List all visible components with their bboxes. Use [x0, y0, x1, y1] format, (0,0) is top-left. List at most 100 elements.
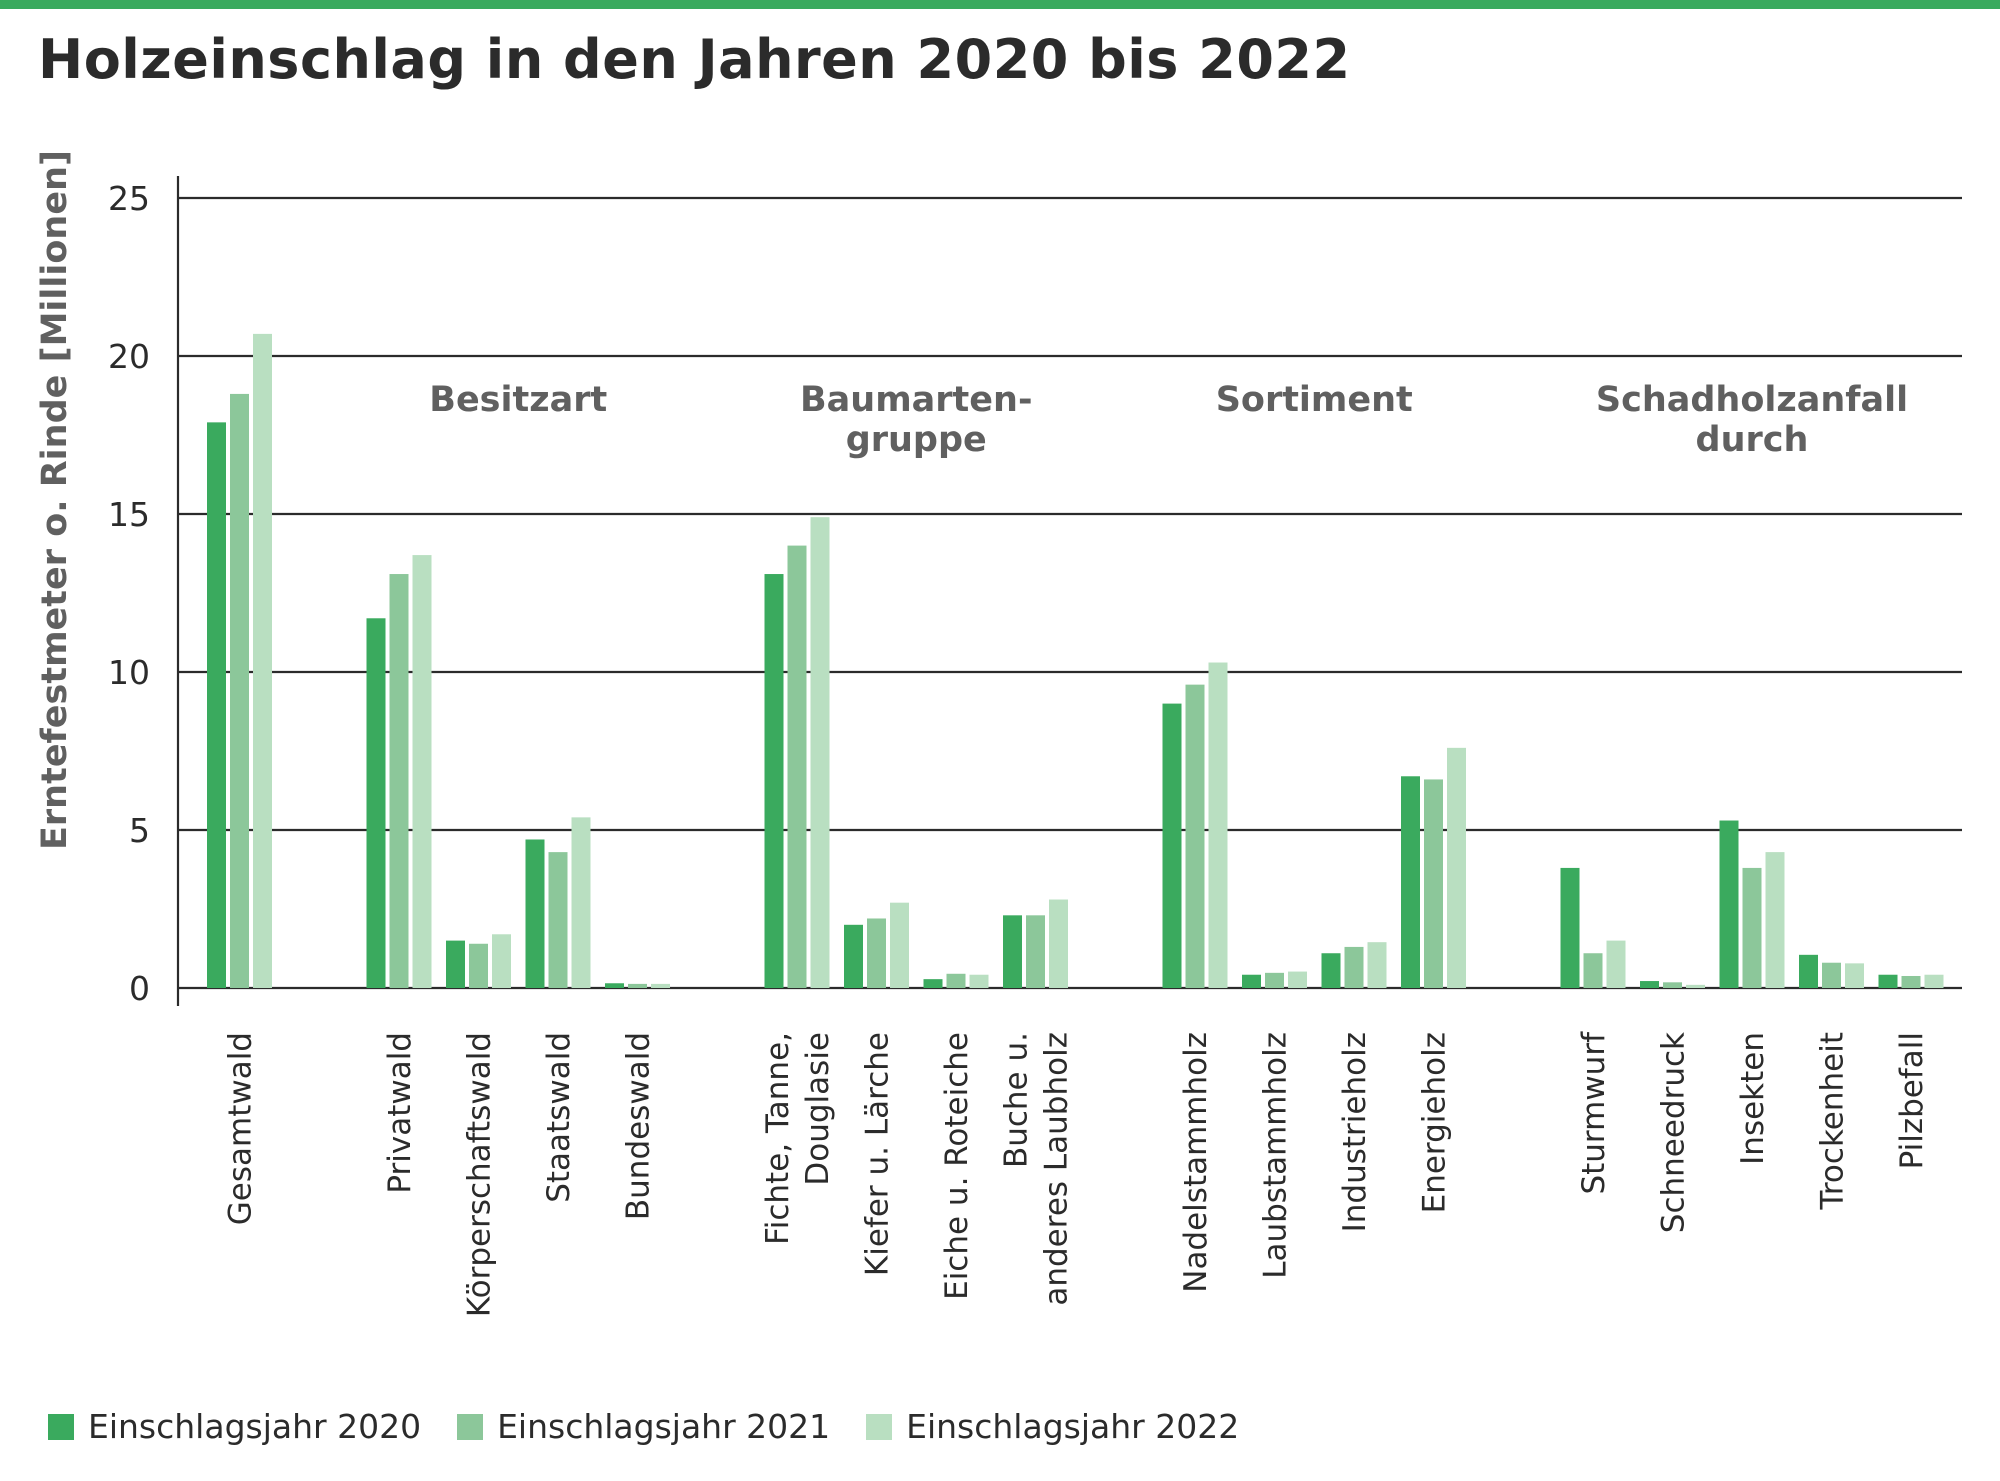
- bar-4-4-2: [1924, 974, 1944, 988]
- bar-2-0-2: [810, 517, 830, 988]
- bar-3-2-2: [1367, 942, 1387, 988]
- bar-1-0-2: [412, 555, 432, 988]
- group-label-1-0: Besitzart: [429, 380, 607, 420]
- bar-1-2-0: [525, 839, 545, 988]
- bar-0-0-2: [253, 333, 272, 988]
- bar-2-1-1: [867, 918, 886, 988]
- y-axis-title: Erntefestmeter o. Rinde [Millionen]: [35, 150, 75, 850]
- bar-4-3-1: [1822, 962, 1841, 988]
- x-tick-label-4-3-0: Trockenheit: [1815, 1032, 1851, 1211]
- bar-3-0-1: [1185, 684, 1205, 988]
- bar-3-2-1: [1344, 946, 1364, 988]
- bar-1-1-2: [492, 934, 511, 988]
- bar-1-2-2: [571, 817, 591, 988]
- bar-4-3-0: [1799, 954, 1818, 988]
- bar-1-3-0: [605, 983, 624, 988]
- bar-2-2-0: [923, 979, 943, 988]
- bar-2-1-0: [844, 924, 863, 988]
- x-tick-label-2-0-1: Douglasie: [800, 1032, 836, 1186]
- bar-3-3-1: [1424, 779, 1443, 988]
- bar-chart: 0 5 10 15 20 25 Erntefestmeter o. Rinde [Milli…: [35, 150, 1962, 1317]
- bar-3-1-1: [1265, 972, 1284, 988]
- bar-1-3-2: [651, 983, 670, 988]
- bar-1-3-1: [628, 983, 647, 988]
- x-tick-label-2-3-0: Buche u.: [999, 1032, 1035, 1168]
- bar-2-3-2: [1049, 899, 1068, 988]
- y-tick-label-0: 0: [129, 969, 150, 1008]
- x-tick-label-3-1-0: Laubstammholz: [1258, 1032, 1294, 1279]
- bar-4-0-0: [1560, 867, 1580, 988]
- bar-1-0-1: [389, 574, 409, 988]
- bar-1-2-1: [548, 852, 568, 988]
- bar-4-3-2: [1845, 963, 1864, 988]
- x-tick-label-1-2-0: Staatswald: [541, 1032, 577, 1203]
- group-label-2-0: Baumarten-: [800, 380, 1032, 420]
- bar-4-2-1: [1742, 867, 1762, 988]
- x-tick-label-0-0-0: Gesamtwald: [223, 1032, 259, 1225]
- x-tick-label-4-2-0: Insekten: [1735, 1032, 1771, 1165]
- group-label-4-1: durch: [1696, 420, 1809, 460]
- bar-4-1-2: [1686, 984, 1705, 988]
- y-tick-label-20: 20: [108, 337, 150, 376]
- x-tick-label-3-2-0: Industrieholz: [1337, 1032, 1373, 1232]
- legend: Einschlagsjahr 2020 Einschlagsjahr 2021 …: [48, 1407, 1275, 1446]
- bar-2-2-2: [969, 974, 989, 988]
- bar-3-3-2: [1447, 747, 1466, 988]
- legend-label-2022: Einschlagsjahr 2022: [906, 1407, 1240, 1446]
- bar-4-2-0: [1719, 820, 1739, 988]
- chart-title: Holzeinschlag in den Jahren 2020 bis 202…: [38, 28, 1351, 91]
- bar-1-1-1: [469, 943, 488, 988]
- legend-swatch-2020: [48, 1413, 74, 1440]
- x-tick-label-3-0-0: Nadelstammholz: [1178, 1032, 1214, 1293]
- x-tick-label-2-3-1: anderes Laubholz: [1039, 1032, 1075, 1306]
- y-tick-label-25: 25: [108, 179, 150, 218]
- bar-4-1-0: [1640, 981, 1659, 988]
- bar-4-0-1: [1583, 953, 1603, 988]
- y-tick-label-15: 15: [108, 495, 150, 534]
- bar-3-3-0: [1401, 776, 1420, 988]
- legend-swatch-2021: [457, 1413, 484, 1440]
- bar-2-3-0: [1003, 915, 1022, 988]
- bar-3-1-2: [1288, 971, 1307, 988]
- x-tick-label-4-0-0: Sturmwurf: [1576, 1031, 1612, 1195]
- bar-4-2-2: [1765, 852, 1785, 988]
- bar-2-0-0: [764, 574, 784, 988]
- x-tick-label-2-2-0: Eiche u. Roteiche: [939, 1032, 975, 1300]
- group-label-2-1: gruppe: [846, 420, 987, 460]
- x-tick-label-1-3-0: Bundeswald: [621, 1032, 657, 1220]
- group-label-3-0: Sortiment: [1216, 380, 1413, 420]
- legend-item-2022: Einschlagsjahr 2022: [866, 1407, 1239, 1446]
- legend-swatch-2022: [866, 1413, 893, 1440]
- bar-4-0-2: [1606, 940, 1626, 988]
- x-tick-label-3-3-0: Energieholz: [1417, 1032, 1453, 1213]
- x-tick-label-2-1-0: Kiefer u. Lärche: [860, 1032, 896, 1276]
- bar-2-2-1: [946, 973, 966, 988]
- bar-3-0-0: [1162, 703, 1182, 988]
- legend-label-2021: Einschlagsjahr 2021: [497, 1407, 831, 1446]
- top-accent-bar: [0, 0, 2000, 9]
- x-tick-label-4-1-0: Schneedruck: [1656, 1032, 1692, 1233]
- group-label-4-0: Schadholzanfall: [1596, 380, 1908, 420]
- bar-3-2-0: [1321, 953, 1341, 988]
- x-tick-label-4-4-0: Pilzbefall: [1894, 1032, 1930, 1169]
- legend-item-2020: Einschlagsjahr 2020: [48, 1407, 421, 1446]
- bar-0-0-1: [230, 393, 249, 988]
- bar-1-1-0: [446, 940, 465, 988]
- bar-2-0-1: [787, 545, 807, 988]
- bar-0-0-0: [207, 422, 226, 988]
- x-tick-label-1-1-0: Körperschaftswald: [462, 1032, 498, 1317]
- bar-4-4-1: [1901, 975, 1921, 988]
- legend-item-2021: Einschlagsjahr 2021: [457, 1407, 830, 1446]
- bar-3-1-0: [1242, 974, 1261, 988]
- bar-2-3-1: [1026, 915, 1045, 988]
- y-tick-label-5: 5: [129, 811, 150, 850]
- x-tick-label-1-0-0: Privatwald: [382, 1032, 418, 1194]
- bar-3-0-2: [1208, 662, 1228, 988]
- legend-label-2020: Einschlagsjahr 2020: [88, 1407, 422, 1446]
- bar-2-1-2: [890, 902, 909, 988]
- bar-4-1-1: [1663, 982, 1682, 988]
- bar-1-0-0: [366, 618, 386, 988]
- y-tick-label-10: 10: [108, 653, 150, 692]
- bar-4-4-0: [1878, 974, 1898, 988]
- x-tick-label-2-0-0: Fichte, Tanne,: [760, 1032, 796, 1245]
